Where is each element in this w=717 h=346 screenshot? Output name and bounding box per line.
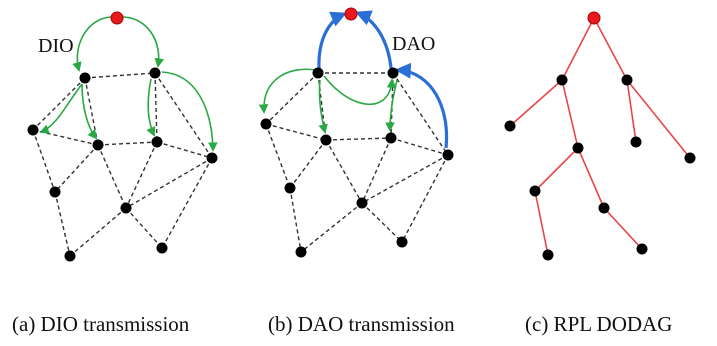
root-node <box>110 11 124 25</box>
panel-dio: DIO <box>27 11 218 262</box>
dao-relay-arrows <box>258 68 398 134</box>
mesh-links <box>265 72 449 253</box>
dao-arrows <box>317 10 449 149</box>
panel-dodag <box>504 11 696 261</box>
root-node <box>587 11 601 25</box>
panel-dao: DAO <box>258 7 454 258</box>
dao-label: DAO <box>392 33 435 55</box>
mesh-links <box>32 72 213 257</box>
nodes <box>504 74 696 261</box>
nodes <box>27 67 218 262</box>
dio-label: DIO <box>38 35 74 57</box>
nodes <box>260 67 454 258</box>
caption-dio: (a) DIO transmission <box>12 312 190 336</box>
root-node <box>344 7 358 21</box>
tree-links <box>509 17 691 256</box>
dio-arrows <box>39 16 218 152</box>
caption-dodag: (c) RPL DODAG <box>525 312 673 336</box>
caption-dao: (b) DAO transmission <box>268 312 455 336</box>
